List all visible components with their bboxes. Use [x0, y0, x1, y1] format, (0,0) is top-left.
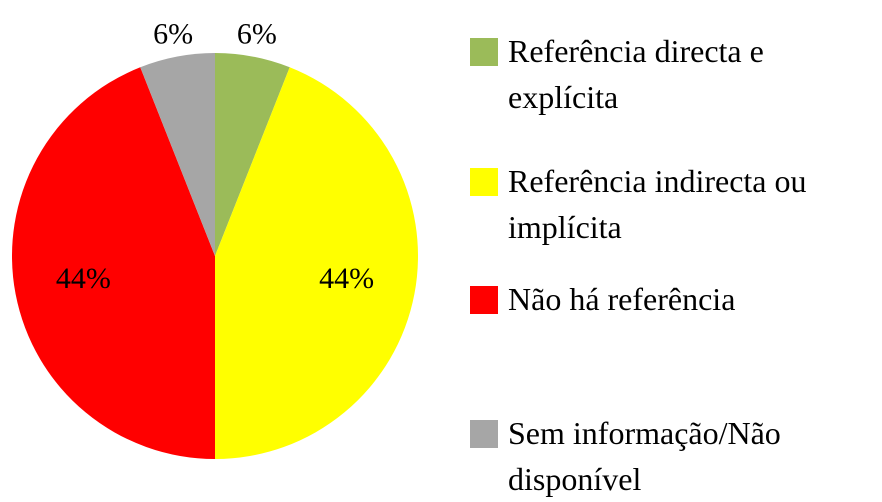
pie-area: 6% 44% 44% 6% — [11, 18, 418, 459]
legend-item: Referência directa e explícita — [470, 28, 880, 120]
legend-label: Referência indirecta ou implícita — [508, 163, 807, 245]
pie-slice — [11, 67, 215, 459]
legend-item: Sem informação/Não disponível — [470, 410, 880, 502]
legend-label: Sem informação/Não disponível — [508, 415, 781, 497]
legend-label: Não há referência — [508, 281, 736, 317]
legend-item: Não há referência — [470, 276, 880, 322]
legend-item: Referência indirecta ou implícita — [470, 158, 880, 250]
data-label: 6% — [153, 18, 193, 51]
legend-swatch — [470, 168, 498, 196]
pie-slice — [140, 53, 215, 256]
legend-label: Referência directa e explícita — [508, 33, 764, 115]
pie-slice — [215, 53, 290, 256]
data-label: 44% — [56, 262, 111, 295]
legend-swatch — [470, 420, 498, 448]
pie-slice — [215, 67, 418, 459]
data-label: 44% — [319, 262, 374, 295]
legend-swatch — [470, 38, 498, 66]
chart: 6% 44% 44% 6% Referência directa e explícit… — [11, 18, 880, 497]
data-label: 6% — [237, 18, 277, 51]
legend-swatch — [470, 286, 498, 314]
